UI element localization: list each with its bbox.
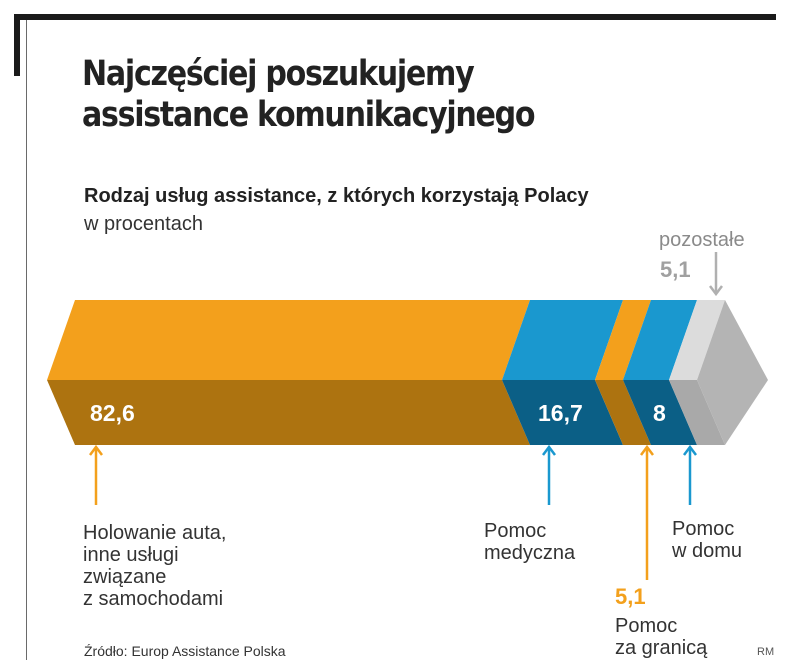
label-abroad: Pomoc za granicą	[615, 615, 707, 659]
label-other: pozostałe	[659, 229, 745, 251]
pointer-towing	[89, 444, 103, 505]
label-medical: Pomoc medyczna	[484, 520, 575, 564]
label-towing: Holowanie auta, inne usługi związane z s…	[83, 522, 226, 610]
label-towing-line3: związane	[83, 566, 167, 588]
label-abroad-line1: Pomoc	[615, 615, 678, 637]
pointer-medical	[542, 444, 556, 505]
bar-home-bottom	[623, 380, 697, 445]
label-home-line1: Pomoc	[672, 518, 735, 540]
value-label-towing: 82,6	[90, 400, 135, 426]
bar-other-top	[669, 300, 725, 380]
value-label-home: 8	[653, 400, 666, 426]
label-home: Pomoc w domu	[672, 518, 742, 562]
label-medical-line1: Pomoc	[484, 520, 547, 542]
value-label-medical: 16,7	[538, 400, 583, 426]
bar-medical-bottom	[502, 380, 623, 445]
chart-subtitle: Rodzaj usług assistance, z których korzy…	[84, 185, 589, 207]
bar-home-top	[623, 300, 697, 380]
frame-top-rule	[14, 14, 776, 20]
bar-home	[623, 300, 697, 445]
value-abroad: 5,1	[615, 584, 646, 609]
bar-towing-bottom	[47, 380, 530, 445]
bar-towing	[47, 300, 530, 445]
bar-other-bottom	[669, 380, 725, 445]
label-towing-line2: inne usługi	[83, 544, 179, 566]
source-note: Źródło: Europ Assistance Polska	[84, 643, 286, 659]
frame-corner-rule	[14, 14, 20, 76]
bar-abroad-bottom	[595, 380, 651, 445]
bar-towing-top	[47, 300, 530, 380]
bar-medical	[502, 300, 623, 445]
chart-title: Najczęściej poszukujemy assistance komun…	[82, 54, 536, 136]
label-medical-line2: medyczna	[484, 542, 576, 564]
bar-abroad-top	[595, 300, 651, 380]
chart-title-line1: Najczęściej poszukujemy	[82, 54, 475, 94]
author-credit: RM	[757, 646, 775, 658]
bar-other	[669, 300, 768, 445]
chart-units: w procentach	[84, 213, 203, 235]
label-abroad-line2: za granicą	[615, 637, 708, 659]
bar-medical-top	[502, 300, 623, 380]
label-towing-line1: Holowanie auta,	[83, 522, 227, 544]
pointer-home	[683, 444, 697, 505]
bar-abroad	[595, 300, 651, 445]
label-home-line2: w domu	[672, 540, 743, 562]
pointer-other	[709, 252, 723, 297]
value-other: 5,1	[660, 257, 691, 282]
bar-other-end-cap	[697, 300, 768, 445]
chart-title-line2: assistance komunikacyjnego	[82, 95, 536, 135]
label-towing-line4: z samochodami	[83, 588, 224, 610]
frame-left-rule	[26, 20, 27, 660]
pointer-abroad	[640, 444, 654, 580]
